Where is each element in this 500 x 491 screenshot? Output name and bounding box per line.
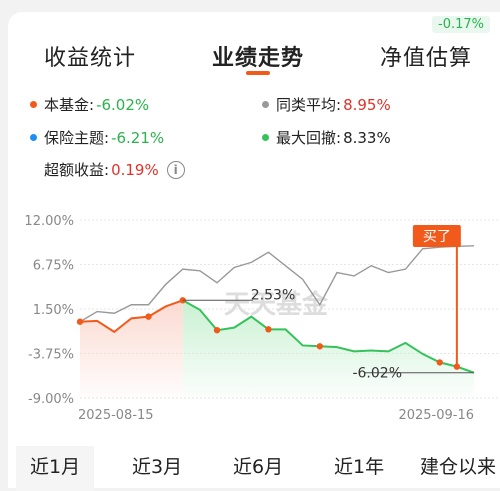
period-1m[interactable]: 近1月 — [16, 446, 95, 491]
estimate-change-badge: -0.17% — [432, 16, 490, 33]
legend-fund: 本基金: -6.02% — [30, 94, 149, 115]
legend-excess-label: 超额收益: — [44, 161, 110, 179]
fund-dot-icon — [30, 101, 37, 108]
period-1y[interactable]: 近1年 — [334, 456, 385, 478]
legend-theme: 保险主题: -6.21% — [30, 127, 164, 148]
section-tabs: 收益统计 业绩走势 净值估算 — [0, 40, 500, 82]
legend-drawdown-label: 最大回撤: — [276, 129, 342, 147]
annotation-label: 2.53% — [251, 287, 295, 303]
fund-card — [8, 12, 500, 488]
legend-excess-value: 0.19% — [111, 160, 159, 179]
x-tick-label: 2025-09-16 — [398, 408, 474, 423]
fund-marker — [316, 343, 324, 350]
info-icon[interactable]: i — [166, 160, 185, 179]
watermark: 天天基金 — [224, 289, 329, 320]
legend-theme-label: 保险主题: — [44, 129, 110, 147]
y-tick-label: 12.00% — [24, 214, 74, 229]
y-tick-label: 6.75% — [33, 259, 74, 274]
legend-peer: 同类平均: 8.95% — [262, 94, 391, 115]
drawdown-area-fill — [182, 300, 475, 398]
fund-marker — [436, 359, 443, 366]
legend-excess: 超额收益: 0.19% i — [44, 159, 185, 180]
period-selector: 近1月 近3月 近6月 近1年 建仓以来 — [0, 440, 500, 491]
legend-theme-value: -6.21% — [111, 128, 165, 147]
legend-fund-label: 本基金: — [44, 96, 95, 114]
rise-area-fill — [80, 300, 183, 398]
x-tick-label: 2025-08-15 — [78, 408, 154, 423]
annotation-label: -6.02% — [352, 366, 402, 382]
series-line-fund — [79, 299, 184, 334]
x-axis-ticks: 2025-08-15 2025-09-16 — [78, 408, 474, 423]
buy-marker[interactable]: 买了 — [412, 225, 461, 367]
chart-annotations: 2.53% -6.02% — [182, 287, 474, 382]
peer-dot-icon — [262, 101, 269, 108]
period-6m[interactable]: 近6月 — [233, 456, 284, 478]
buy-marker-label: 买了 — [423, 229, 451, 245]
fund-marker — [213, 326, 221, 334]
series-line-peer — [79, 245, 475, 323]
area-fills — [80, 300, 475, 398]
tab-performance-trend[interactable]: 业绩走势 — [212, 46, 305, 71]
series-markers — [76, 297, 461, 370]
y-tick-label: -9.00% — [28, 392, 74, 407]
legend-fund-value: -6.02% — [96, 95, 150, 114]
fund-marker — [145, 313, 152, 320]
legend-drawdown-value: 8.33% — [343, 128, 391, 147]
performance-chart: 12.00% 6.75% 1.50% -3.75% -9.00% 天天基金 2.53% -… — [24, 214, 500, 423]
series-lines — [79, 245, 475, 374]
drawdown-dot-icon — [262, 134, 269, 141]
active-tab-indicator — [246, 71, 270, 75]
series-line-drawdown — [182, 299, 475, 374]
period-since-inception[interactable]: 建仓以来 — [420, 456, 497, 478]
y-tick-label: 1.50% — [33, 303, 74, 318]
tab-return-stats[interactable]: 收益统计 — [44, 46, 137, 71]
theme-dot-icon — [30, 134, 37, 141]
legend-peer-value: 8.95% — [343, 95, 391, 114]
legend-drawdown: 最大回撤: 8.33% — [262, 127, 391, 148]
tab-nav-estimate[interactable]: 净值估算 — [380, 46, 473, 71]
fund-marker — [76, 318, 84, 325]
y-tick-label: -3.75% — [28, 348, 74, 363]
period-3m[interactable]: 近3月 — [132, 456, 183, 478]
fund-marker — [265, 326, 272, 333]
buy-marker-box — [412, 225, 461, 247]
y-axis-ticks: 12.00% 6.75% 1.50% -3.75% -9.00% — [24, 214, 74, 407]
legend-peer-label: 同类平均: — [276, 96, 342, 114]
